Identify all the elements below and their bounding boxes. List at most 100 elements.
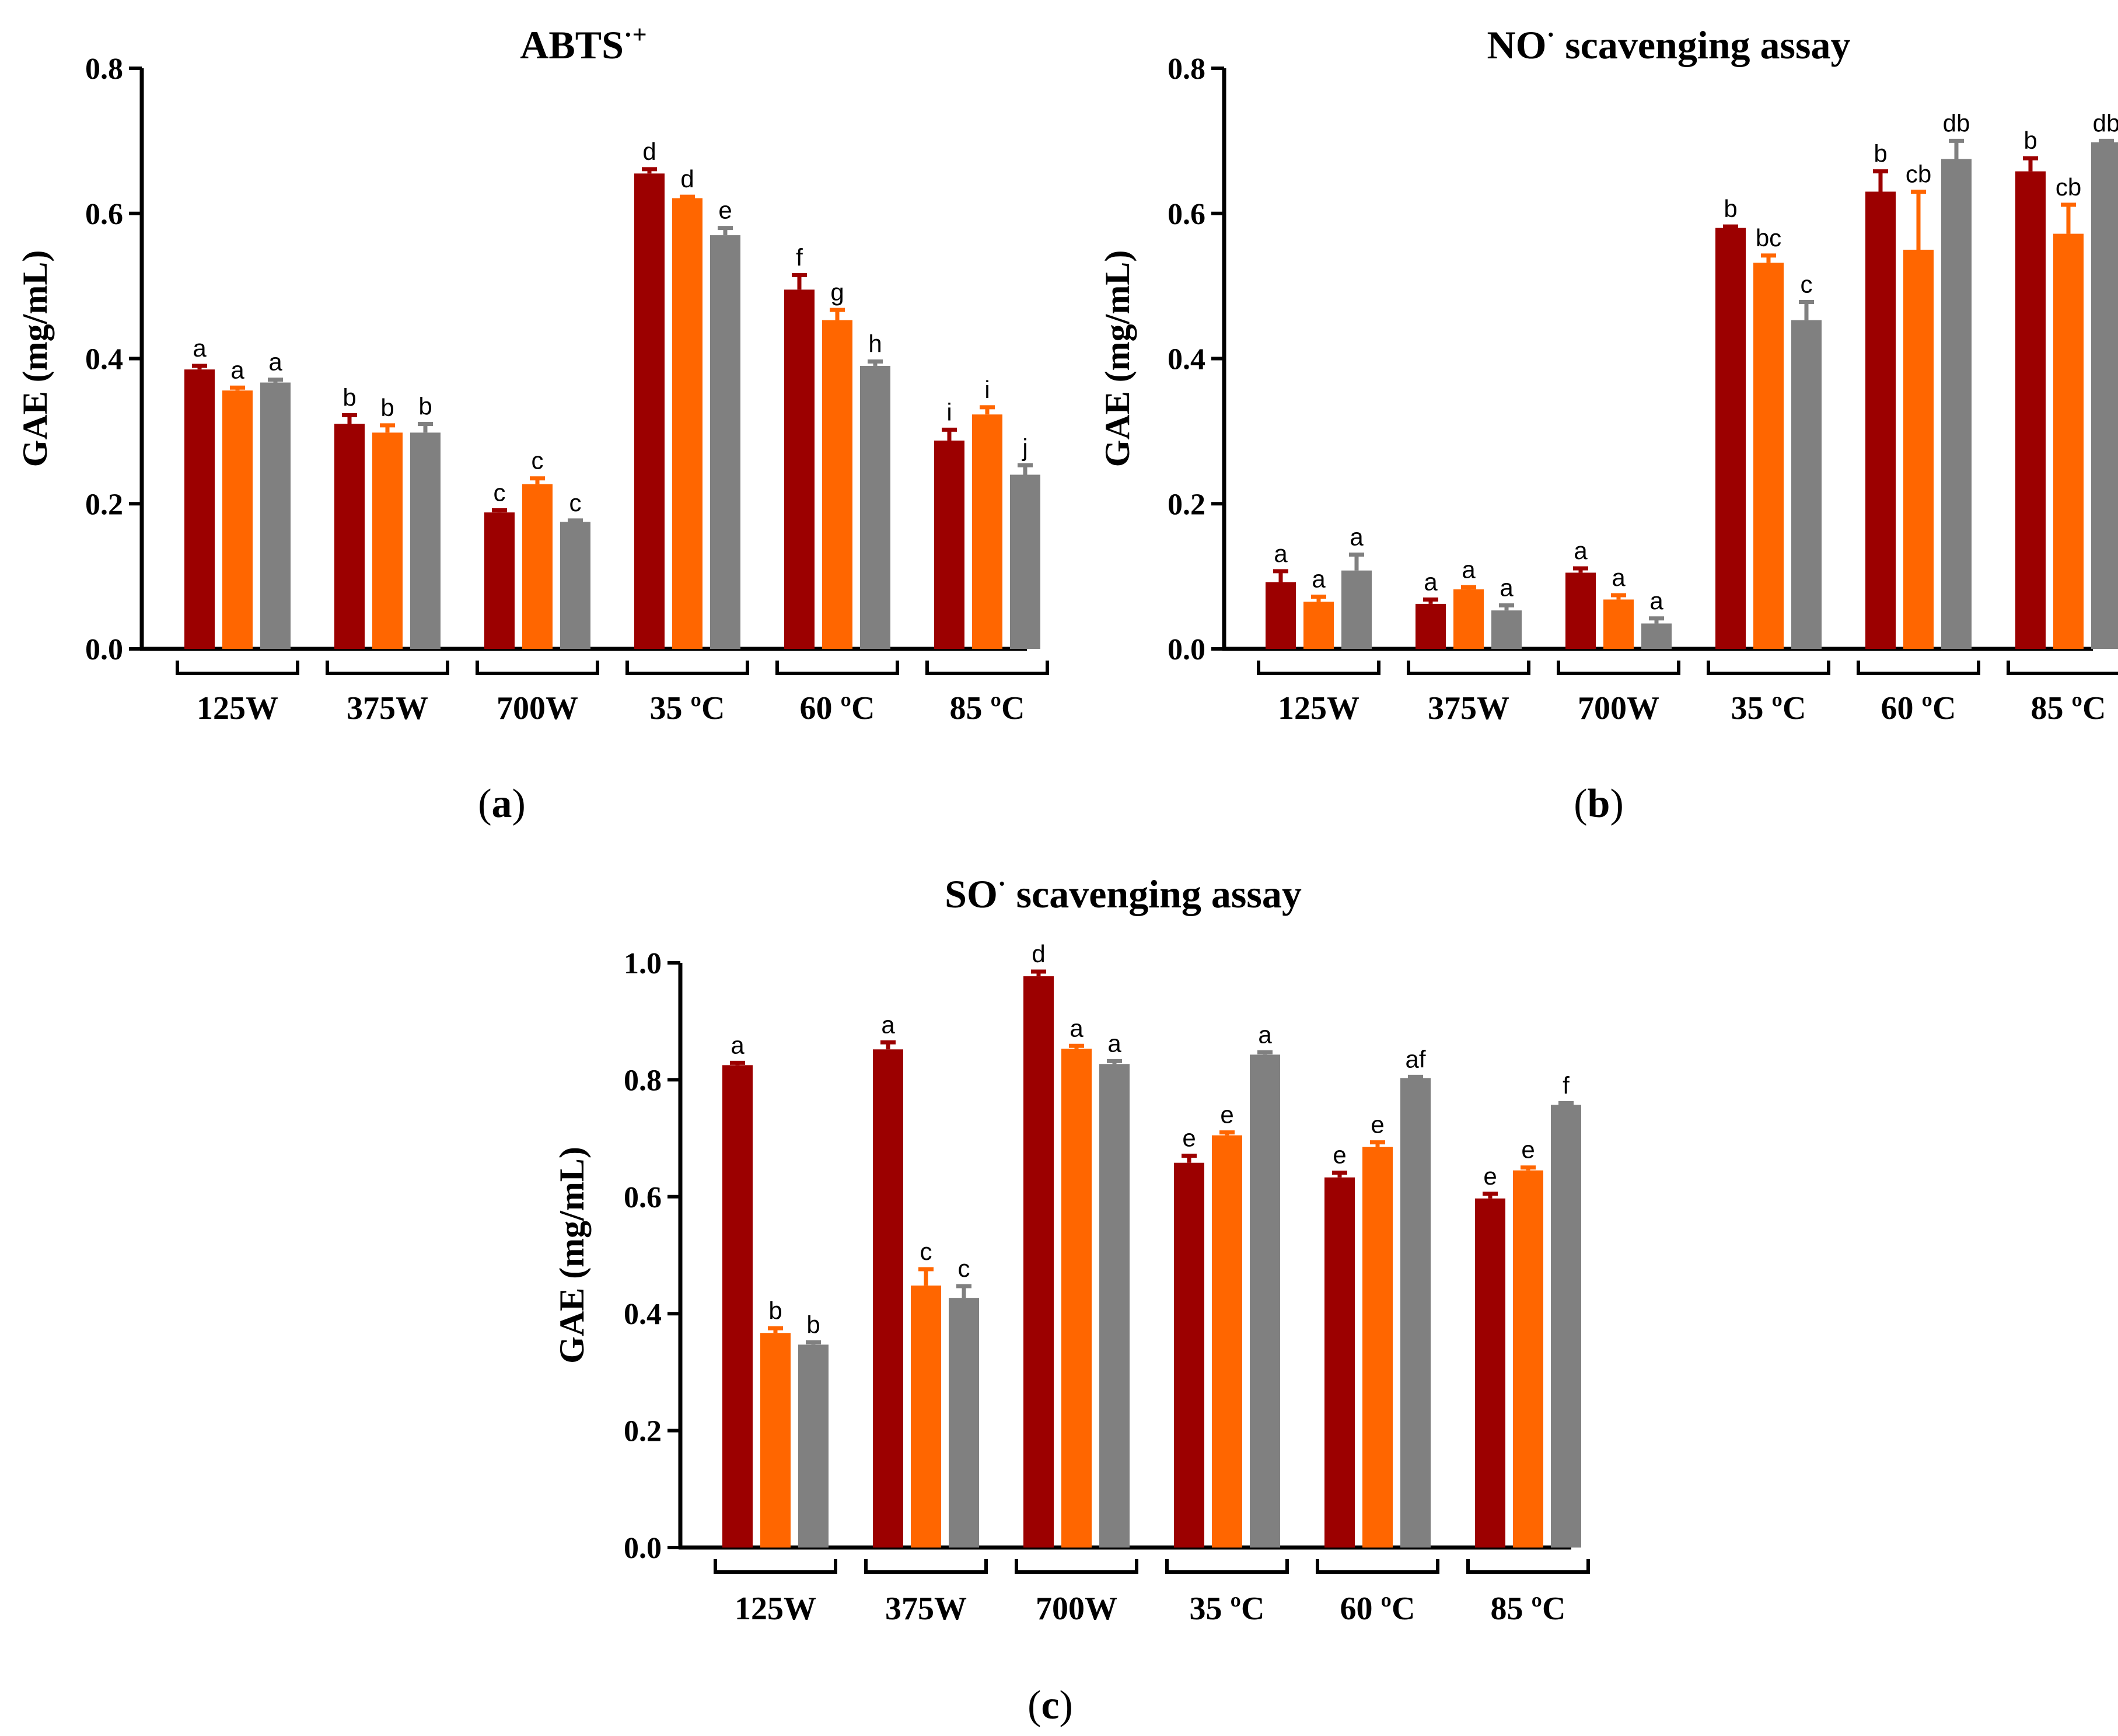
x-category-label: 85 ºC bbox=[2031, 690, 2106, 726]
significance-label: a bbox=[1462, 556, 1476, 583]
category-bracket bbox=[1165, 1559, 1289, 1574]
x-category-label: 125W bbox=[735, 1591, 816, 1627]
y-tick-label: 0.0 bbox=[624, 1532, 662, 1565]
category-bracket bbox=[476, 661, 599, 675]
bar bbox=[634, 173, 665, 649]
category-bracket bbox=[1015, 1559, 1138, 1574]
bar bbox=[860, 365, 890, 649]
x-category-label: 700W bbox=[1036, 1591, 1117, 1627]
panel-letter-open: ( bbox=[1027, 1683, 1041, 1728]
chart-title: NO· scavenging assay bbox=[1487, 20, 1851, 67]
y-tick-label: 1.0 bbox=[624, 947, 662, 980]
bar bbox=[522, 484, 553, 649]
bar bbox=[1250, 1054, 1280, 1548]
y-tick-label: 0.6 bbox=[1168, 198, 1205, 231]
significance-label: i bbox=[984, 376, 990, 403]
bar bbox=[222, 390, 253, 649]
x-category-label: 700W bbox=[497, 690, 578, 726]
chart-panel-b: NO· scavenging assay 0.0 0.2 0.4 0.6 0.8 GAE (… bbox=[1098, 20, 2118, 826]
y-tick-label: 0.2 bbox=[1168, 488, 1205, 521]
bar bbox=[1565, 572, 1596, 649]
significance-label: a bbox=[1312, 565, 1326, 592]
significance-label: d bbox=[642, 138, 656, 165]
bar bbox=[2091, 142, 2118, 649]
bar bbox=[722, 1065, 753, 1548]
y-tick-label: 0.0 bbox=[85, 633, 123, 666]
bar bbox=[1416, 603, 1446, 649]
bar bbox=[410, 432, 441, 649]
significance-label: db bbox=[1943, 109, 1970, 137]
significance-label: e bbox=[1182, 1124, 1196, 1152]
significance-label: a bbox=[1350, 523, 1364, 550]
x-category-label: 125W bbox=[197, 690, 278, 726]
bar bbox=[1753, 263, 1784, 649]
bar bbox=[2015, 171, 2046, 649]
bar bbox=[1513, 1170, 1543, 1548]
x-category-label: 60 ºC bbox=[1881, 690, 1956, 726]
chart-title-rest: scavenging assay bbox=[1555, 23, 1850, 67]
y-tick-label: 0.4 bbox=[624, 1298, 662, 1331]
y-tick-label: 0.2 bbox=[624, 1415, 662, 1448]
significance-label: e bbox=[718, 197, 732, 224]
panel-letter: (c) bbox=[1027, 1683, 1073, 1728]
significance-label: i bbox=[946, 398, 952, 425]
x-category-label: 35 ºC bbox=[1190, 1591, 1265, 1627]
significance-label: b bbox=[342, 384, 356, 411]
bar bbox=[1641, 623, 1672, 649]
y-tick-label: 0.4 bbox=[85, 343, 123, 376]
x-category-label: 85 ºC bbox=[1491, 1591, 1566, 1627]
panel-letter: (a) bbox=[478, 781, 526, 826]
significance-label: b bbox=[1724, 195, 1737, 222]
category-bracket bbox=[1316, 1559, 1439, 1574]
bar bbox=[710, 235, 740, 649]
bar bbox=[822, 320, 852, 649]
category-bracket bbox=[1557, 661, 1680, 675]
bar bbox=[1475, 1198, 1505, 1548]
significance-label: db bbox=[2093, 109, 2118, 137]
bar bbox=[484, 512, 515, 649]
significance-label: b bbox=[768, 1297, 782, 1324]
category-bracket bbox=[176, 661, 299, 675]
y-tick-label: 0.4 bbox=[1168, 343, 1205, 376]
bar bbox=[1791, 320, 1822, 649]
x-category-label: 85 ºC bbox=[950, 690, 1025, 726]
significance-label: bc bbox=[1756, 224, 1781, 252]
significance-label: a bbox=[881, 1011, 895, 1038]
significance-label: c bbox=[920, 1238, 932, 1265]
panel-letter-char: c bbox=[1041, 1683, 1059, 1728]
bar bbox=[672, 198, 702, 649]
bar bbox=[2053, 233, 2084, 649]
bar bbox=[1551, 1105, 1581, 1548]
y-tick-label: 0.0 bbox=[1168, 633, 1205, 666]
chart-title-superscript: · bbox=[1547, 20, 1556, 49]
chart-title-superscript: · bbox=[998, 869, 1006, 898]
chart-title-rest: scavenging assay bbox=[1006, 872, 1302, 916]
bar bbox=[1061, 1049, 1092, 1548]
bar bbox=[949, 1298, 979, 1548]
significance-label: d bbox=[680, 165, 694, 193]
x-category-label: 125W bbox=[1278, 690, 1359, 726]
category-bracket bbox=[326, 661, 449, 675]
bar bbox=[911, 1286, 941, 1548]
y-axis-label: GAE (mg/mL) bbox=[553, 1147, 591, 1364]
significance-label: b bbox=[380, 394, 394, 421]
category-bracket bbox=[775, 661, 899, 675]
significance-label: a bbox=[1574, 537, 1588, 564]
bar bbox=[972, 414, 1002, 649]
significance-label: c bbox=[569, 489, 582, 516]
significance-label: c bbox=[1801, 270, 1813, 298]
bar bbox=[784, 289, 815, 649]
category-bracket bbox=[714, 1559, 837, 1574]
significance-label: j bbox=[1021, 434, 1027, 461]
panel-letter-open: ( bbox=[1574, 781, 1587, 826]
category-bracket bbox=[1707, 661, 1830, 675]
bar bbox=[1303, 602, 1334, 649]
category-bracket bbox=[625, 661, 749, 675]
bar bbox=[760, 1333, 791, 1548]
panel-letter: (b) bbox=[1574, 781, 1624, 826]
category-bracket bbox=[1466, 1559, 1590, 1574]
y-axis-label: GAE (mg/mL) bbox=[16, 250, 54, 467]
significance-label: b bbox=[418, 392, 432, 420]
